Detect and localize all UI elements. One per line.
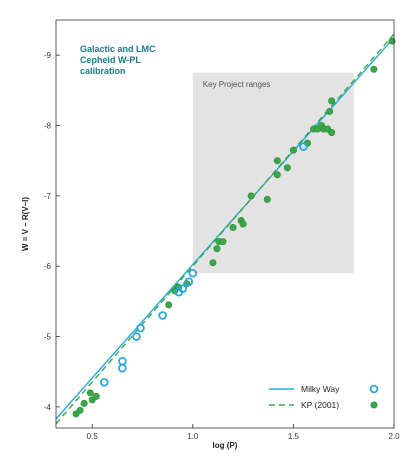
y-axis-label: W = V – R(V–I) xyxy=(21,197,30,251)
kp-2001-point xyxy=(86,389,94,397)
kp-2001-point xyxy=(229,224,237,232)
legend-milky-way-label: Milky Way xyxy=(301,384,340,394)
legend: Milky Way KP (2001) xyxy=(269,384,379,410)
x-axis-label: log (P) xyxy=(213,441,238,450)
milky-way-point xyxy=(158,311,167,320)
data-points-layer xyxy=(72,37,396,418)
kp-2001-point xyxy=(247,192,255,200)
key-project-label: Key Project ranges xyxy=(203,80,271,89)
milky-way-fit-line xyxy=(55,37,395,420)
x-tick-label: 1.0 xyxy=(187,432,199,441)
legend-milky-way-marker xyxy=(369,384,379,394)
kp-2001-point xyxy=(289,146,297,154)
kp-2001-point xyxy=(165,301,173,309)
milky-way-point xyxy=(132,332,141,341)
kp-2001-point xyxy=(328,129,336,137)
kp-2001-point xyxy=(283,164,291,172)
kp-2001-point xyxy=(273,171,281,179)
legend-kp-2001-label: KP (2001) xyxy=(301,400,339,410)
kp-2001-fit-line xyxy=(55,33,395,425)
fit-lines-layer xyxy=(55,33,395,425)
legend-kp-2001-marker xyxy=(370,401,378,409)
chart-title-line: Cepheid W-PL xyxy=(80,55,141,65)
kp-2001-point xyxy=(239,220,247,228)
chart-title-line: calibration xyxy=(80,66,126,76)
y-tick-label: -5 xyxy=(44,333,52,342)
kp-2001-point xyxy=(263,195,271,203)
x-tick-label: 0.5 xyxy=(87,432,99,441)
y-tick-label: -9 xyxy=(44,51,52,60)
milky-way-point xyxy=(188,268,198,278)
kp-2001-point xyxy=(273,157,281,165)
x-tick-label: 1.5 xyxy=(288,432,300,441)
x-tick-label: 2.0 xyxy=(388,432,400,441)
y-tick-label: -6 xyxy=(44,262,52,271)
milky-way-point xyxy=(184,277,194,286)
kp-2001-point xyxy=(326,107,334,115)
chart-title-line: Galactic and LMC xyxy=(80,44,156,54)
y-tick-label: -4 xyxy=(44,403,52,412)
ticks-layer: 0.5 1.0 1.5 2.0 -4 -5 -6 -7 -8 -9 xyxy=(44,51,400,441)
chart-title: Galactic and LMC Cepheid W-PL calibration xyxy=(80,44,156,76)
kp-2001-point xyxy=(92,392,100,400)
y-tick-label: -8 xyxy=(44,122,52,131)
kp-2001-point xyxy=(213,245,221,253)
kp-2001-point xyxy=(76,406,84,414)
kp-2001-point xyxy=(388,37,396,45)
milky-way-point xyxy=(99,377,109,387)
milky-way-point xyxy=(299,142,308,151)
milky-way-point xyxy=(178,284,188,294)
kp-2001-point xyxy=(370,65,378,73)
kp-2001-point xyxy=(328,97,336,105)
milky-way-point xyxy=(136,323,145,333)
milky-way-point xyxy=(118,356,127,366)
kp-2001-point xyxy=(209,259,217,267)
plot-frame xyxy=(55,19,395,429)
kp-2001-point xyxy=(219,238,227,246)
y-tick-label: -7 xyxy=(44,192,52,201)
kp-2001-point xyxy=(80,399,88,407)
